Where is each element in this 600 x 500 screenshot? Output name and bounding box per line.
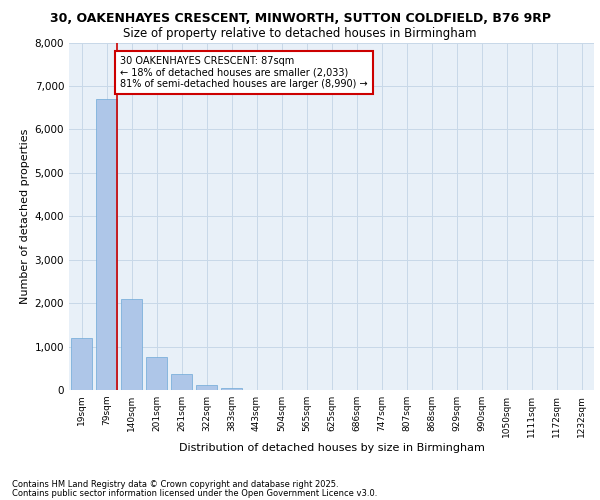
Bar: [146, 358, 167, 390]
Text: 30 OAKENHAYES CRESCENT: 87sqm
← 18% of detached houses are smaller (2,033)
81% o: 30 OAKENHAYES CRESCENT: 87sqm ← 18% of d…: [120, 56, 368, 88]
Text: Contains public sector information licensed under the Open Government Licence v3: Contains public sector information licen…: [12, 489, 377, 498]
Bar: [221, 388, 242, 390]
Bar: [71, 338, 92, 390]
Bar: [196, 385, 217, 390]
Bar: [121, 299, 142, 390]
Y-axis label: Number of detached properties: Number of detached properties: [20, 128, 31, 304]
Bar: [96, 99, 117, 390]
X-axis label: Distribution of detached houses by size in Birmingham: Distribution of detached houses by size …: [179, 442, 484, 452]
Text: Contains HM Land Registry data © Crown copyright and database right 2025.: Contains HM Land Registry data © Crown c…: [12, 480, 338, 489]
Bar: [171, 374, 192, 390]
Text: 30, OAKENHAYES CRESCENT, MINWORTH, SUTTON COLDFIELD, B76 9RP: 30, OAKENHAYES CRESCENT, MINWORTH, SUTTO…: [49, 12, 551, 26]
Text: Size of property relative to detached houses in Birmingham: Size of property relative to detached ho…: [123, 28, 477, 40]
